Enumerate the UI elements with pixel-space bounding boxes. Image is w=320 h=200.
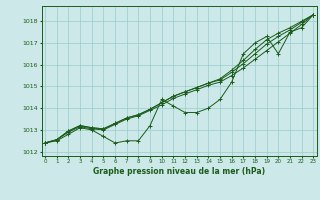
X-axis label: Graphe pression niveau de la mer (hPa): Graphe pression niveau de la mer (hPa) bbox=[93, 167, 265, 176]
